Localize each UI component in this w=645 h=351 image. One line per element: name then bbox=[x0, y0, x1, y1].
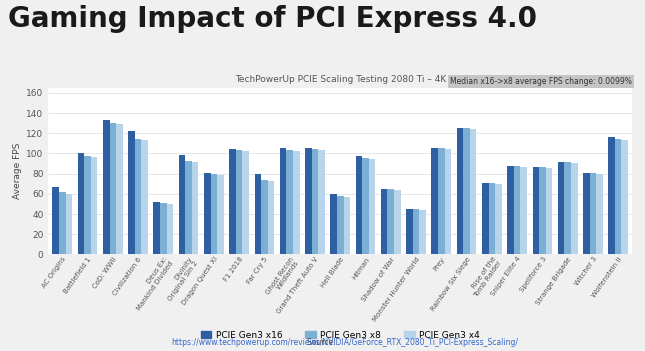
Bar bbox=[261, 180, 268, 254]
Bar bbox=[432, 148, 438, 254]
Text: https://www.techpowerup.com/reviews/NVIDIA/GeForce_RTX_2080_Ti_PCI-Express_Scali: https://www.techpowerup.com/reviews/NVID… bbox=[172, 338, 519, 347]
Bar bbox=[305, 148, 312, 254]
Bar bbox=[84, 157, 91, 254]
Bar bbox=[546, 167, 552, 254]
Bar bbox=[571, 163, 577, 254]
Bar bbox=[590, 173, 596, 254]
Bar bbox=[160, 203, 166, 254]
Bar bbox=[413, 209, 419, 254]
Bar bbox=[268, 181, 274, 254]
Bar bbox=[217, 175, 224, 254]
Bar bbox=[596, 174, 603, 254]
Bar bbox=[166, 204, 174, 254]
Bar bbox=[495, 184, 502, 254]
Bar bbox=[362, 159, 369, 254]
Bar bbox=[318, 150, 325, 254]
Bar bbox=[608, 137, 615, 254]
Bar bbox=[255, 174, 261, 254]
Bar bbox=[236, 150, 243, 254]
Bar bbox=[185, 160, 192, 254]
Bar bbox=[141, 140, 148, 254]
Bar bbox=[482, 183, 488, 254]
Bar bbox=[369, 159, 375, 254]
Bar bbox=[533, 167, 539, 254]
Bar bbox=[622, 140, 628, 254]
Bar bbox=[539, 167, 546, 254]
Bar bbox=[507, 166, 514, 254]
Legend: PCIE Gen3 x16, PCIE Gen3 x8, PCIE Gen3 x4: PCIE Gen3 x16, PCIE Gen3 x8, PCIE Gen3 x… bbox=[197, 327, 484, 343]
Bar bbox=[243, 151, 249, 254]
Text: Gaming Impact of PCI Express 4.0: Gaming Impact of PCI Express 4.0 bbox=[8, 5, 537, 33]
Bar bbox=[312, 150, 318, 254]
Bar bbox=[230, 150, 236, 254]
Bar bbox=[330, 194, 337, 254]
Bar bbox=[286, 150, 293, 254]
Bar bbox=[583, 173, 590, 254]
Bar bbox=[564, 161, 571, 254]
Bar bbox=[558, 161, 564, 254]
Bar bbox=[381, 189, 388, 254]
Bar bbox=[192, 161, 199, 254]
Bar bbox=[488, 183, 495, 254]
Text: Source:: Source: bbox=[307, 338, 338, 347]
Bar bbox=[419, 210, 426, 254]
Bar bbox=[438, 148, 444, 254]
Bar bbox=[66, 194, 72, 254]
Bar bbox=[406, 209, 413, 254]
Bar bbox=[388, 189, 394, 254]
Bar bbox=[211, 174, 217, 254]
Bar bbox=[457, 128, 463, 254]
Bar bbox=[615, 139, 622, 254]
Bar bbox=[103, 120, 110, 254]
Bar bbox=[179, 155, 185, 254]
Bar bbox=[110, 123, 116, 254]
Bar bbox=[293, 151, 299, 254]
Bar bbox=[204, 173, 211, 254]
Bar bbox=[514, 166, 521, 254]
Bar bbox=[355, 157, 362, 254]
Text: Median x16->x8 average FPS change: 0.0099%: Median x16->x8 average FPS change: 0.009… bbox=[450, 77, 632, 86]
Bar bbox=[463, 128, 470, 254]
Bar bbox=[444, 150, 451, 254]
Bar bbox=[52, 187, 59, 254]
Bar bbox=[394, 190, 401, 254]
Bar bbox=[280, 148, 286, 254]
Y-axis label: Average FPS: Average FPS bbox=[13, 143, 22, 199]
Bar bbox=[344, 197, 350, 254]
Bar bbox=[91, 158, 97, 254]
Bar bbox=[116, 124, 123, 254]
Bar bbox=[470, 129, 477, 254]
Bar bbox=[154, 202, 160, 254]
Bar bbox=[77, 153, 84, 254]
Title: TechPowerUp PCIE Scaling Testing 2080 Ti – 4K: TechPowerUp PCIE Scaling Testing 2080 Ti… bbox=[235, 75, 446, 84]
Bar bbox=[59, 192, 66, 254]
Bar bbox=[128, 131, 135, 254]
Bar bbox=[337, 196, 344, 254]
Bar bbox=[135, 139, 141, 254]
Bar bbox=[521, 167, 527, 254]
